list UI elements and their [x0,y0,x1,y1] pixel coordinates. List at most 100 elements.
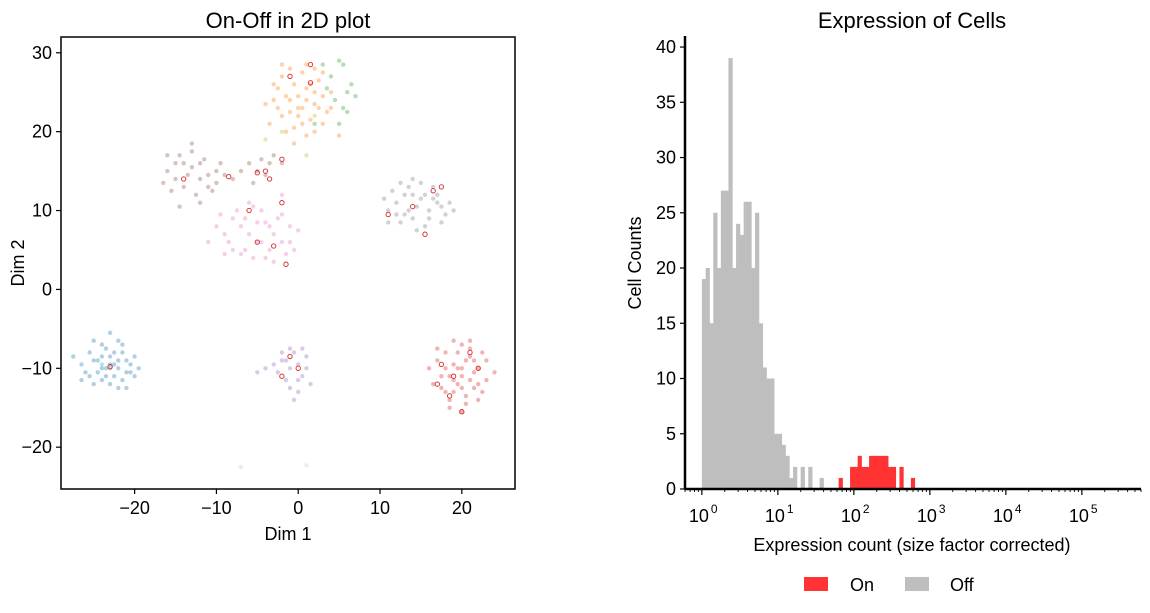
scatter-point [296,389,301,395]
scatter-point [312,129,317,134]
scatter-point [287,97,293,103]
scatter-highlight-point [459,409,465,415]
scatter-point [271,82,276,87]
scatter-point [410,192,415,197]
scatter-point [279,113,285,119]
histogram-bar-off [705,268,710,489]
histogram-bar-off [777,433,783,489]
scatter-point [238,251,244,257]
scatter-point [406,208,411,213]
scatter-point [279,129,285,134]
scatter-point [161,180,166,186]
scatter-point [316,105,321,111]
histogram-bar-off [743,201,748,490]
scatter-point [279,192,285,197]
scatter-point [418,196,424,201]
scatter-point [439,385,444,391]
scatter-point [91,338,96,343]
scatter-point [291,82,297,87]
scatter-point [222,251,227,257]
scatter-point [246,232,252,237]
histogram-bar-on [865,466,870,489]
scatter-x-tick-label: −20 [119,498,150,518]
scatter-point [287,385,293,391]
scatter-point [279,212,285,217]
scatter-highlight-points [107,61,481,415]
scatter-point [87,350,92,355]
scatter-point [459,409,464,414]
histogram-y-tick-label: 30 [656,148,676,168]
scatter-y-tick-label: −20 [21,437,52,457]
scatter-point [107,366,113,371]
scatter-point [467,377,473,383]
scatter-point [471,370,477,375]
histogram-bar-off [747,201,752,490]
scatter-point [283,358,289,363]
scatter-point [304,97,309,103]
scatter-point [193,192,199,197]
histogram-bar-on [910,477,916,489]
scatter-point [181,161,186,166]
scatter-point [197,161,203,166]
scatter-point [279,239,285,245]
scatter-x-tick-label: 20 [452,498,472,518]
scatter-point [263,137,268,142]
scatter-point [255,168,260,174]
scatter-highlight-point [307,61,314,68]
histogram-bar-off [800,466,805,489]
scatter-point [476,381,481,387]
scatter-point [443,366,448,371]
scatter-point [304,354,309,359]
scatter-point [255,220,260,225]
scatter-highlight-point [254,239,260,245]
scatter-point [435,358,440,363]
scatter-point [471,358,477,363]
histogram-bar-off [701,279,707,489]
scatter-point [394,212,399,217]
scatter-point [304,86,309,91]
scatter-point [304,366,309,371]
scatter-point [287,224,293,229]
scatter-point [463,401,469,406]
scatter-point [214,168,219,174]
scatter-point [214,180,219,186]
scatter-point [341,105,346,111]
scatter-point [251,204,256,209]
scatter-highlight-point [283,261,289,267]
scatter-highlight-point [385,211,391,218]
histogram-bar-off [819,477,824,489]
scatter-point [99,362,105,367]
scatter-point [275,370,280,375]
histogram-bar-on [838,477,843,489]
scatter-point [304,463,309,468]
histogram-bars [701,58,916,490]
scatter-point [279,161,285,166]
histogram-x-tick-exponent: 1 [787,502,794,516]
scatter-point [218,161,223,166]
scatter-point [99,366,105,371]
scatter-point [480,350,485,355]
scatter-highlight-point [279,156,285,162]
scatter-highlight-point [246,207,252,214]
scatter-highlight-point [279,200,285,206]
scatter-point [189,165,195,170]
histogram-x-tick-label: 10 [993,506,1013,526]
histogram-x-tick-exponent: 3 [939,502,946,516]
scatter-point [467,338,473,343]
scatter-point [230,176,235,182]
histogram-y-ticks: 0 5 10 15 20 25 30 35 40 [656,37,685,499]
scatter-point [259,208,264,213]
scatter-point [402,192,407,197]
scatter-point [353,94,358,99]
scatter-point [169,188,174,193]
scatter-highlight-point [262,168,269,174]
scatter-point [431,196,436,201]
histogram-bar-off [766,378,771,489]
scatter-point [267,224,272,229]
scatter-point [222,172,227,178]
scatter-point [91,358,96,363]
scatter-point [435,200,440,205]
scatter-point [206,172,211,178]
histogram-bar-off [728,58,733,489]
scatter-point [271,259,276,264]
